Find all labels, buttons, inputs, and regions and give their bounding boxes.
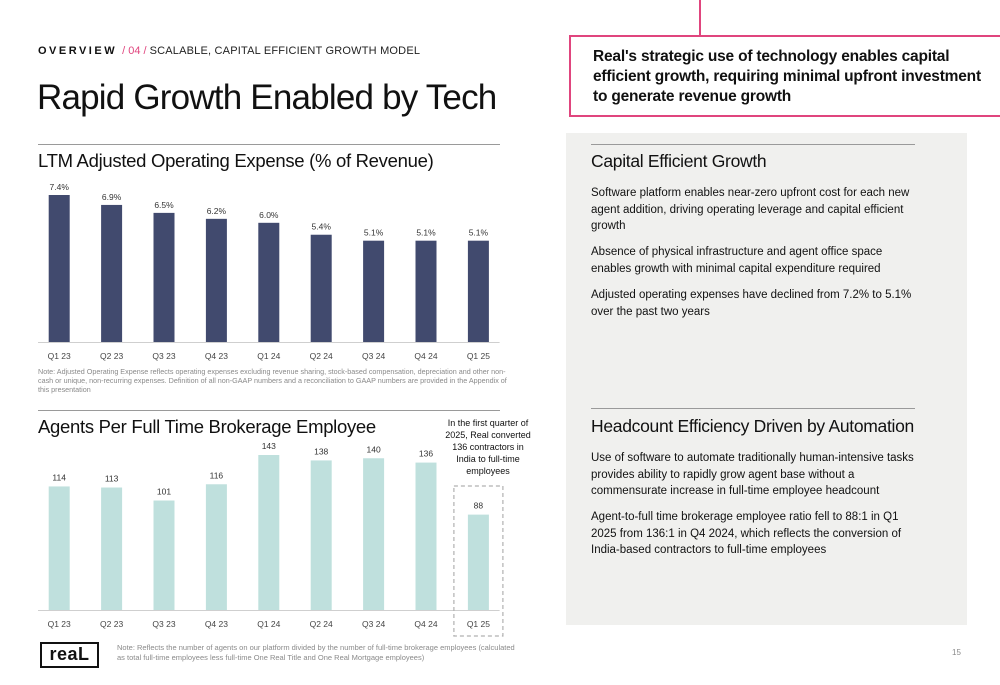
bar bbox=[467, 514, 489, 610]
data-label: 138 bbox=[314, 446, 328, 456]
tick-label: Q1 24 bbox=[257, 351, 280, 361]
data-label: 5.1% bbox=[416, 228, 436, 238]
bar bbox=[48, 195, 70, 342]
agents-chart: 114 Q1 23 113 Q2 23 101 Q3 23 116 Q4 23 143 Q1 24… bbox=[38, 441, 504, 637]
bar bbox=[415, 240, 437, 342]
right-panel bbox=[566, 133, 967, 625]
data-label: 6.9% bbox=[102, 192, 122, 202]
tick-label: Q1 25 bbox=[467, 619, 490, 629]
callout-text: Real's strategic use of technology enabl… bbox=[593, 48, 981, 105]
bar bbox=[48, 486, 70, 610]
page-number: 15 bbox=[952, 648, 961, 657]
data-label: 114 bbox=[52, 472, 66, 482]
chart1-title: LTM Adjusted Operating Expense (% of Rev… bbox=[38, 150, 434, 171]
bar bbox=[258, 222, 280, 342]
bar bbox=[153, 500, 175, 610]
breadcrumb-overview: OVERVIEW bbox=[38, 45, 118, 57]
page-title: Rapid Growth Enabled by Tech bbox=[37, 78, 497, 117]
accent-line bbox=[699, 0, 701, 36]
callout-box: Real's strategic use of technology enabl… bbox=[569, 35, 1000, 117]
tick-label: Q4 23 bbox=[205, 351, 228, 361]
data-label: 6.0% bbox=[259, 210, 279, 220]
tick-label: Q2 24 bbox=[310, 619, 333, 629]
tick-label: Q3 24 bbox=[362, 351, 385, 361]
headcount-paragraph-2: Agent-to-full time brokerage employee ra… bbox=[591, 511, 902, 556]
divider-top-left bbox=[38, 144, 500, 145]
data-label: 113 bbox=[105, 474, 119, 484]
divider-mid-left bbox=[38, 410, 500, 411]
divider-right-mid bbox=[591, 408, 915, 409]
breadcrumb-section: SCALABLE, CAPITAL EFFICIENT GROWTH MODEL bbox=[149, 45, 421, 57]
breadcrumb-separator: / 04 / bbox=[122, 45, 147, 57]
data-label: 5.4% bbox=[312, 222, 332, 232]
tick-label: Q3 24 bbox=[362, 619, 385, 629]
data-label: 6.5% bbox=[154, 200, 174, 210]
bar bbox=[363, 240, 385, 342]
bar bbox=[101, 204, 123, 342]
opex-chart: 7.4% Q1 23 6.9% Q2 23 6.5% Q3 23 6.2% Q4 23 6.0%… bbox=[38, 182, 500, 361]
tick-label: Q1 23 bbox=[48, 619, 71, 629]
divider-right-top bbox=[591, 144, 915, 145]
tick-label: Q1 24 bbox=[257, 619, 280, 629]
tick-label: Q2 23 bbox=[100, 619, 123, 629]
tick-label: Q2 24 bbox=[310, 351, 333, 361]
bar bbox=[310, 234, 332, 342]
chart1-note: Note: Adjusted Operating Expense reflect… bbox=[38, 367, 507, 394]
data-label: 143 bbox=[262, 441, 276, 451]
bar bbox=[258, 455, 280, 610]
data-label: 101 bbox=[157, 487, 171, 497]
tick-label: Q4 24 bbox=[414, 619, 437, 629]
bar bbox=[415, 462, 437, 610]
tick-label: Q2 23 bbox=[100, 351, 123, 361]
capital-paragraph-1: Software platform enables near-zero upfr… bbox=[591, 187, 910, 232]
tick-label: Q3 23 bbox=[152, 351, 175, 361]
data-label: 5.1% bbox=[364, 228, 384, 238]
data-label: 140 bbox=[367, 444, 381, 454]
data-label: 116 bbox=[210, 470, 224, 480]
data-label: 5.1% bbox=[469, 228, 489, 238]
headcount-paragraph-1: Use of software to automate traditionall… bbox=[591, 452, 914, 497]
data-label: 7.4% bbox=[50, 182, 70, 192]
tick-label: Q3 23 bbox=[152, 619, 175, 629]
bar bbox=[310, 460, 332, 610]
footer-note: Note: Reflects the number of agents on o… bbox=[117, 643, 515, 662]
bar bbox=[205, 484, 227, 610]
headcount-title: Headcount Efficiency Driven by Automatio… bbox=[591, 416, 914, 436]
bar bbox=[101, 487, 123, 610]
real-logo: reaL bbox=[40, 642, 99, 668]
tick-label: Q4 23 bbox=[205, 619, 228, 629]
capital-paragraph-3: Adjusted operating expenses have decline… bbox=[591, 289, 912, 318]
tick-label: Q1 25 bbox=[467, 351, 490, 361]
bar bbox=[205, 218, 227, 342]
capital-title: Capital Efficient Growth bbox=[591, 151, 767, 171]
tick-label: Q4 24 bbox=[414, 351, 437, 361]
tick-label: Q1 23 bbox=[48, 351, 71, 361]
data-label: 88 bbox=[474, 501, 484, 511]
data-label: 6.2% bbox=[207, 206, 227, 216]
chart2-annotation: In the first quarter of 2025, Real conve… bbox=[445, 418, 531, 476]
bar bbox=[467, 240, 489, 342]
bar bbox=[363, 458, 385, 610]
highlight-box bbox=[453, 485, 504, 637]
capital-paragraph-2: Absence of physical infrastructure and a… bbox=[591, 246, 883, 275]
breadcrumb: OVERVIEW / 04 /SCALABLE, CAPITAL EFFICIEN… bbox=[38, 45, 420, 57]
data-label: 136 bbox=[419, 449, 433, 459]
bar bbox=[153, 212, 175, 342]
chart2-title: Agents Per Full Time Brokerage Employee bbox=[38, 416, 376, 437]
